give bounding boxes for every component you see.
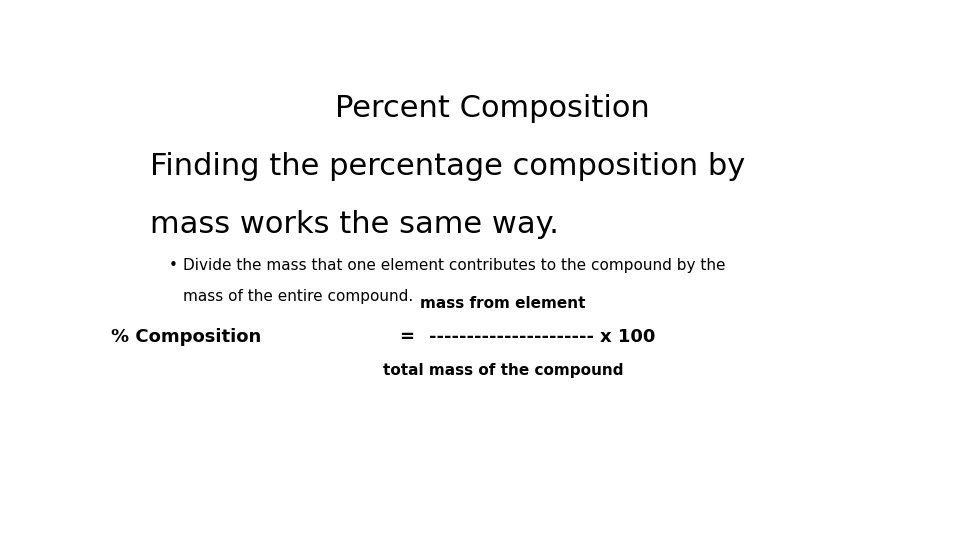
Text: x 100: x 100: [600, 328, 656, 346]
Text: mass from element: mass from element: [420, 296, 586, 312]
Text: ----------------------: ----------------------: [429, 328, 593, 346]
Text: •: •: [168, 258, 178, 273]
Text: total mass of the compound: total mass of the compound: [383, 363, 623, 378]
Text: % Composition: % Composition: [111, 328, 261, 346]
Text: Finding the percentage composition by: Finding the percentage composition by: [150, 152, 745, 181]
Text: =: =: [399, 328, 414, 346]
Text: mass of the entire compound.: mass of the entire compound.: [183, 289, 414, 305]
Text: mass works the same way.: mass works the same way.: [150, 210, 559, 239]
Text: Divide the mass that one element contributes to the compound by the: Divide the mass that one element contrib…: [183, 258, 726, 273]
Text: Percent Composition: Percent Composition: [335, 94, 649, 123]
